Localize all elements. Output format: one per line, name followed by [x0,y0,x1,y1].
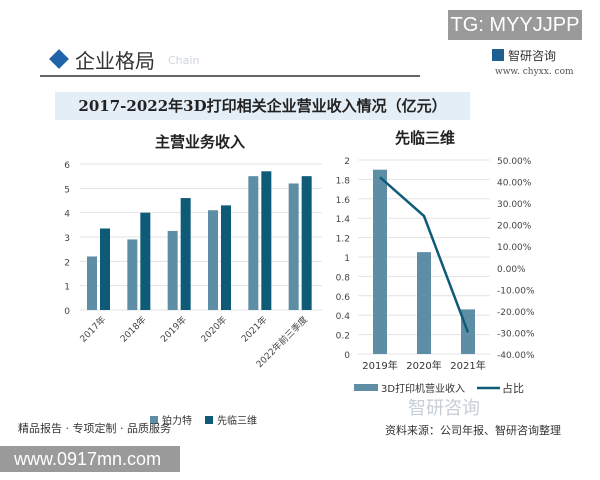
y-tick-label: 1.4 [336,215,351,225]
source-note: 资料来源：公司年报、智研咨询整理 [385,424,561,437]
x-tick-label: 2021年 [450,359,485,372]
bar-先临三维 [261,171,272,310]
y2-tick-label: 0.00% [497,265,526,275]
y-tick-label: 1.2 [336,235,350,245]
y-tick-label: 2 [64,258,70,268]
y-tick-label: 1 [344,254,350,264]
y-tick-label: 1 [64,283,70,293]
legend-label: 铂力特 [162,414,192,427]
chart2-title: 先临三维 [395,129,455,147]
y-tick-label: 5 [64,185,70,195]
y-tick-label: 0.2 [336,332,350,342]
legend-swatch [205,416,213,424]
y2-tick-label: -20.00% [497,308,535,318]
bar-铂力特 [288,183,299,310]
bar-先临三维 [140,212,151,310]
bar-先临三维 [180,198,191,310]
y2-tick-label: 40.00% [497,179,532,189]
main-title: 2017-2022年3D打印相关企业营业收入情况（亿元） [55,92,470,120]
bar-铂力特 [127,239,138,310]
bar-先临三维 [100,228,110,310]
x-tick-label: 2019年 [362,359,397,372]
y-tick-label: 4 [64,210,70,220]
legend-label: 占比 [502,381,524,395]
chart2: 0 0.2 0.4 0.6 0.8 1 1.2 1.4 1.6 1.8 2 -40.00% -30.00… [336,157,535,395]
bar-铂力特 [87,256,97,310]
bar-revenue [417,252,431,354]
footer-slogan: 精品报告 · 专项定制 · 品质服务 [18,422,171,435]
brand-name: 智研咨询 [508,49,557,63]
y-tick-label: 6 [64,161,70,171]
bar-铂力特 [167,230,178,310]
y-tick-label: 0.6 [336,293,351,303]
section-subtitle: Chain [168,54,200,67]
y-tick-label: 1.6 [336,196,351,206]
y2-tick-label: -10.00% [497,286,535,296]
bottom-url: www.0917mn.com [0,446,180,472]
bar-先临三维 [221,205,231,310]
y-tick-label: 0.8 [336,273,351,283]
bar-铂力特 [208,210,218,310]
y2-tick-label: -30.00% [497,329,535,339]
legend-swatch [354,384,378,391]
y2-tick-label: 20.00% [497,222,532,232]
x-tick-label: 2020年 [198,314,229,345]
brand-icon [492,49,504,61]
y2-tick-label: 50.00% [497,157,532,167]
y-tick-label: 0 [344,351,350,361]
x-tick-label: 2021年 [239,314,270,345]
divider [40,75,420,77]
x-tick-label: 2019年 [158,314,189,345]
y-tick-label: 0 [64,307,70,317]
brand-logo: 智研咨询 [492,47,556,64]
bar-revenue [373,169,387,354]
y-tick-label: 1.8 [336,176,351,186]
y-tick-label: 3 [64,234,70,244]
y2-tick-label: 30.00% [497,200,532,210]
chart1-title: 主营业务收入 [155,133,245,151]
y2-tick-label: -40.00% [497,351,535,361]
y-tick-label: 2 [344,157,350,167]
y-tick-label: 0.4 [336,312,351,322]
section-title: 企业格局 [75,49,155,73]
brand-url: www. chyxx. com [495,67,574,77]
bar-铂力特 [248,176,259,310]
bar-先临三维 [301,176,312,310]
legend-label: 3D打印机营业收入 [381,382,465,395]
y2-tick-label: 10.00% [497,243,532,253]
legend-label: 先临三维 [217,414,257,427]
x-tick-label: 2017年 [77,314,108,345]
x-tick-label: 2018年 [118,314,149,345]
watermark-label: TG: MYYJJPP [448,10,582,40]
watermark-brand: 智研咨询 [408,398,480,419]
x-tick-label: 2020年 [406,359,441,372]
legend-swatch [150,416,158,424]
